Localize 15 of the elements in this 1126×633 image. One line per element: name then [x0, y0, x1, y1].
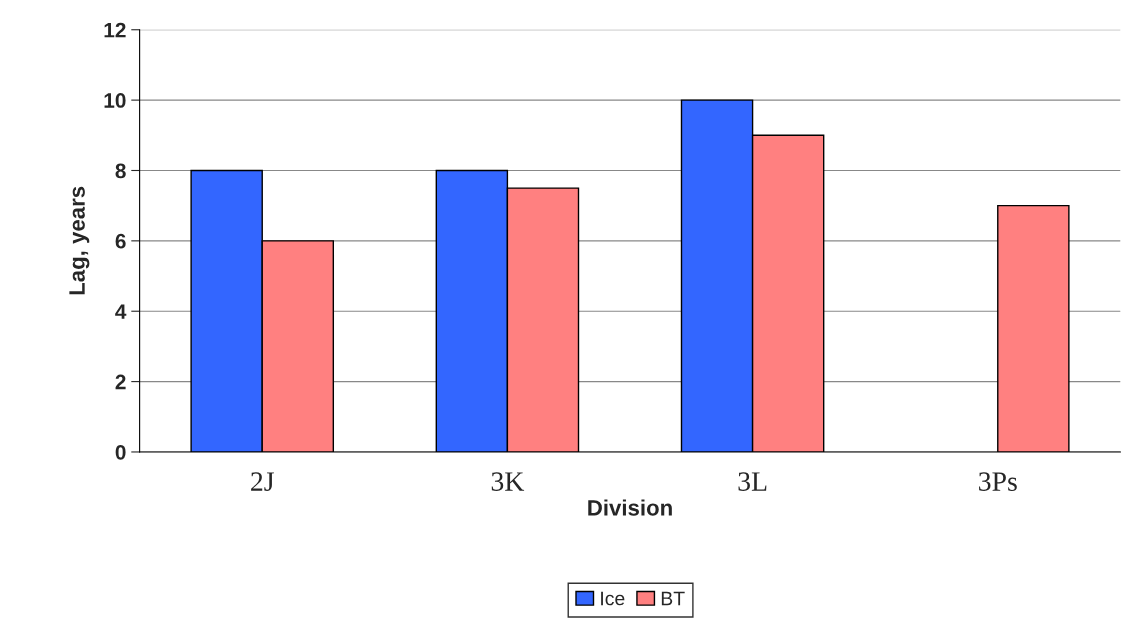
y-tick-label: 10	[104, 93, 126, 108]
y-axis-title: Lag, years	[69, 186, 90, 295]
y-tick-label: 8	[115, 163, 126, 179]
x-axis-title: Division	[588, 499, 672, 516]
legend-label: BT	[661, 591, 685, 606]
y-tick-label: 2	[115, 374, 126, 390]
x-tick-label: 3Ps	[979, 472, 1017, 491]
y-tick-label: 12	[104, 22, 126, 38]
x-tick-label: 3L	[738, 472, 767, 491]
x-tick-label: 2J	[251, 472, 274, 491]
y-tick-label: 6	[115, 233, 126, 249]
y-tick-label: 0	[115, 444, 126, 460]
x-tick-label: 3K	[491, 472, 525, 491]
y-tick-label: 4	[115, 304, 127, 319]
legend-label: Ice	[601, 591, 625, 606]
